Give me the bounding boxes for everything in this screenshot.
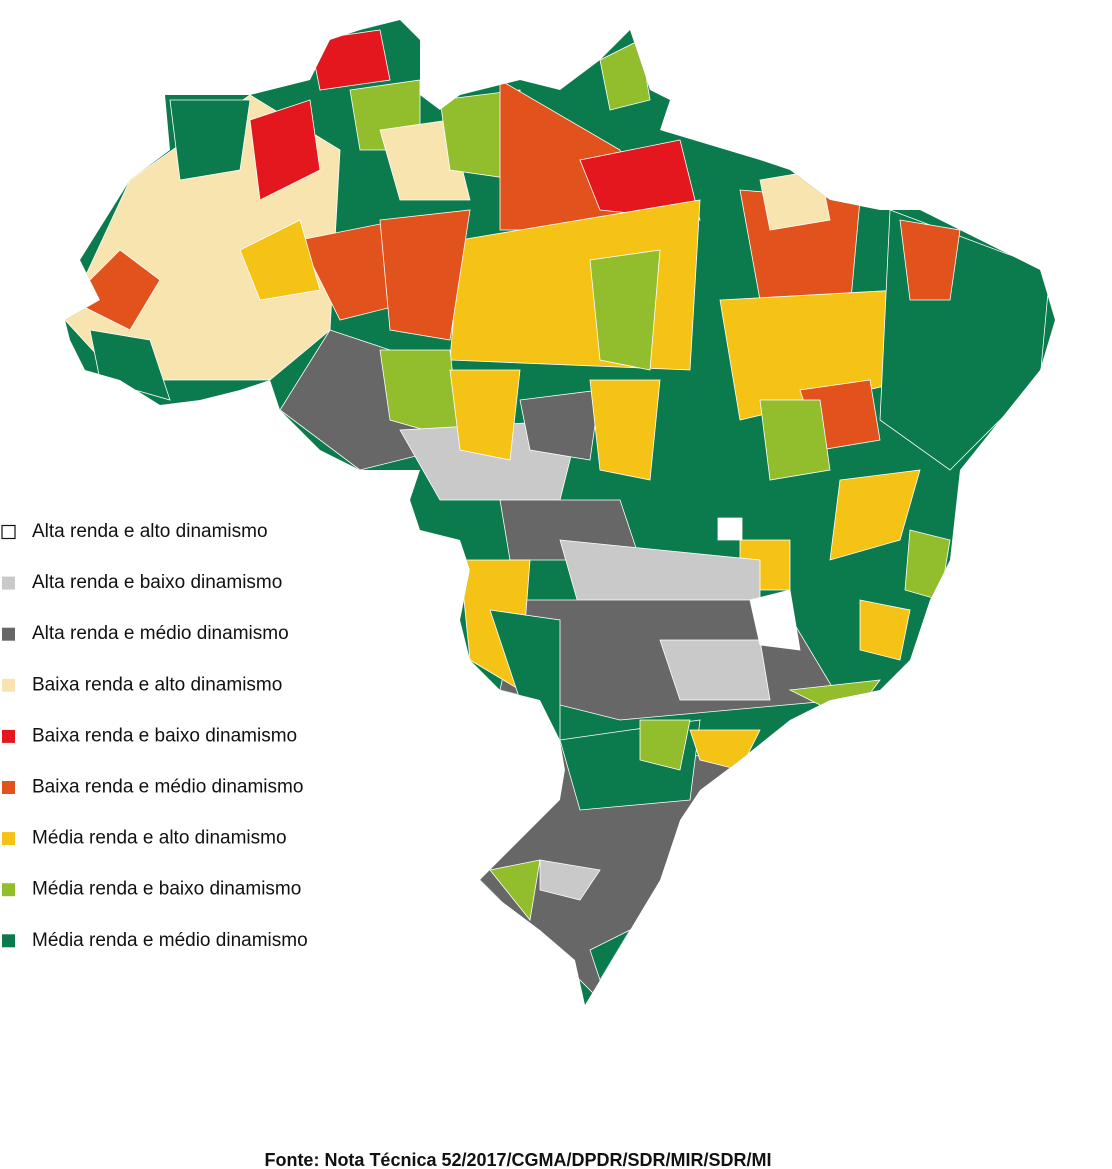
map-region bbox=[717, 517, 743, 541]
map-region bbox=[249, 99, 321, 201]
map-region bbox=[859, 599, 911, 661]
map-region bbox=[239, 219, 321, 301]
map-region bbox=[829, 469, 921, 561]
map-region bbox=[899, 219, 961, 301]
map-region bbox=[379, 209, 471, 341]
legend-swatch bbox=[2, 678, 15, 692]
legend-swatch bbox=[2, 883, 15, 897]
legend-swatch bbox=[2, 576, 15, 590]
legend-label: Alta renda e médio dinamismo bbox=[32, 623, 289, 644]
legend-label: Alta renda e alto dinamismo bbox=[32, 521, 268, 542]
map-region bbox=[69, 249, 161, 331]
map-region bbox=[904, 529, 951, 601]
legend: Alta renda e alto dinamismo Alta renda e … bbox=[1, 521, 308, 951]
map-region bbox=[589, 249, 661, 371]
map-region bbox=[589, 379, 661, 481]
map-region bbox=[169, 99, 251, 181]
legend-swatch bbox=[2, 934, 15, 948]
map-region bbox=[759, 169, 831, 231]
legend-swatch bbox=[2, 729, 15, 743]
map-region bbox=[519, 389, 601, 461]
legend-label: Baixa renda e alto dinamismo bbox=[32, 674, 282, 695]
map-region bbox=[599, 39, 651, 111]
map-region bbox=[539, 859, 601, 901]
legend-swatch bbox=[2, 781, 15, 794]
legend-label: Baixa renda e baixo dinamismo bbox=[32, 725, 297, 746]
map-region bbox=[489, 859, 541, 921]
legend-label: Baixa renda e médio dinamismo bbox=[32, 777, 303, 798]
legend-label: Alta renda e baixo dinamismo bbox=[32, 572, 282, 593]
legend-swatch bbox=[2, 627, 15, 641]
source-note: Fonte: Nota Técnica 52/2017/CGMA/DPDR/SD… bbox=[264, 1150, 771, 1169]
legend-label: Média renda e médio dinamismo bbox=[32, 930, 308, 951]
legend-label: Média renda e alto dinamismo bbox=[32, 828, 287, 849]
map-region bbox=[749, 589, 801, 651]
legend-swatch bbox=[1, 524, 16, 540]
map-region bbox=[639, 719, 691, 771]
map-region bbox=[579, 139, 701, 221]
map-region bbox=[449, 369, 521, 461]
legend-label: Média renda e baixo dinamismo bbox=[32, 879, 301, 900]
map-region bbox=[309, 29, 391, 91]
map-region bbox=[589, 929, 632, 981]
map-region bbox=[659, 639, 771, 701]
map-region bbox=[759, 399, 831, 481]
legend-swatch bbox=[2, 832, 15, 846]
